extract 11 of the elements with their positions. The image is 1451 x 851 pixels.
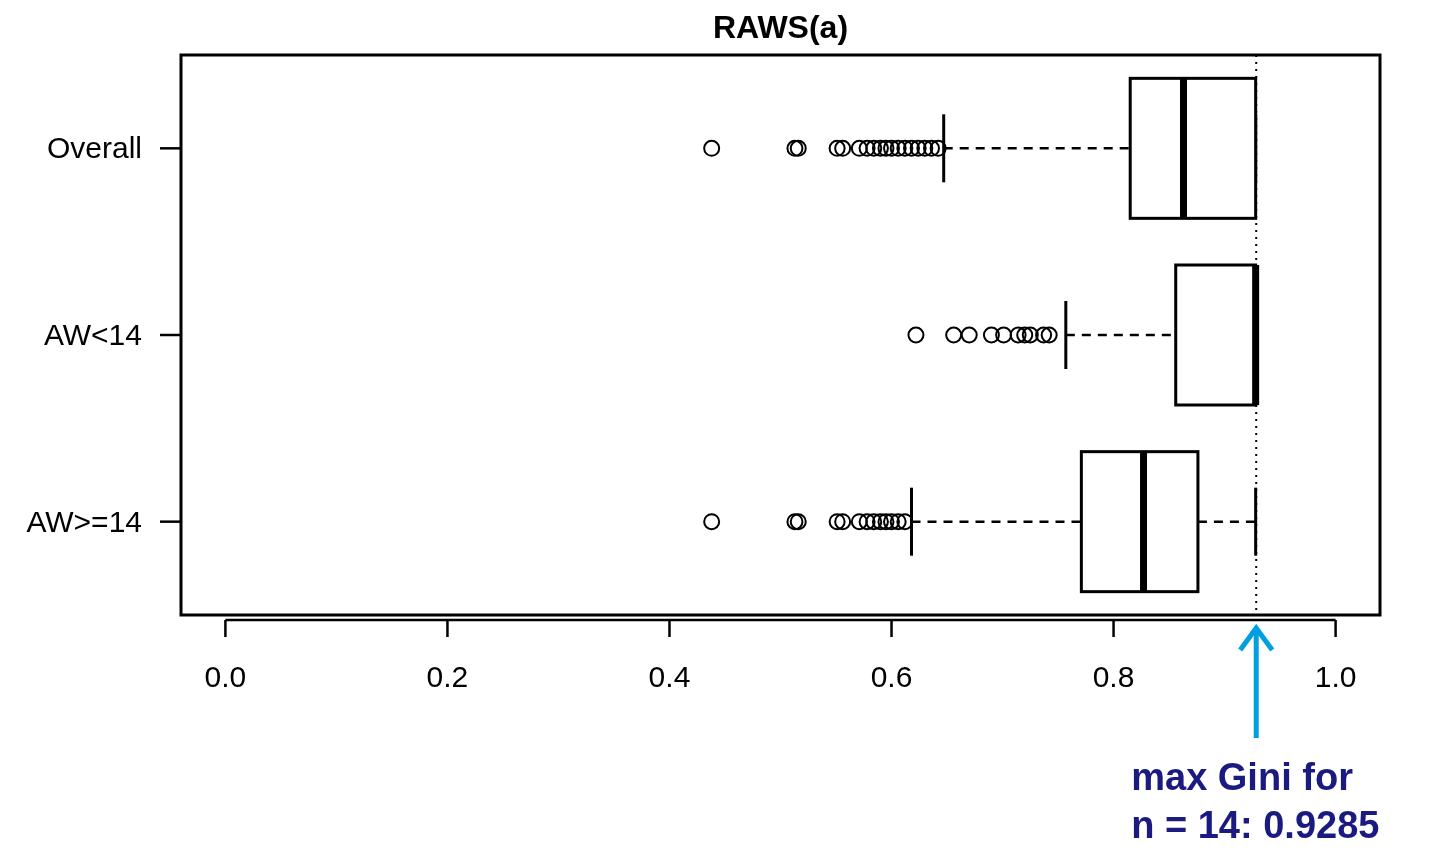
- x-tick-label: 0.4: [648, 660, 691, 693]
- x-tick-label: 0.0: [204, 660, 247, 693]
- x-tick-label: 0.8: [1092, 660, 1135, 693]
- x-tick-label: 1.0: [1314, 660, 1357, 693]
- y-tick-label: AW>=14: [26, 504, 142, 538]
- y-tick-label: Overall: [46, 131, 142, 165]
- x-tick-label: 0.2: [426, 660, 469, 693]
- text: max Gini for n = 14: 0.9285: [1131, 756, 1380, 846]
- x-tick-label: 0.6: [870, 660, 913, 693]
- chart-title: RAWS(a): [712, 9, 849, 45]
- y-tick-label: AW<14: [43, 318, 142, 351]
